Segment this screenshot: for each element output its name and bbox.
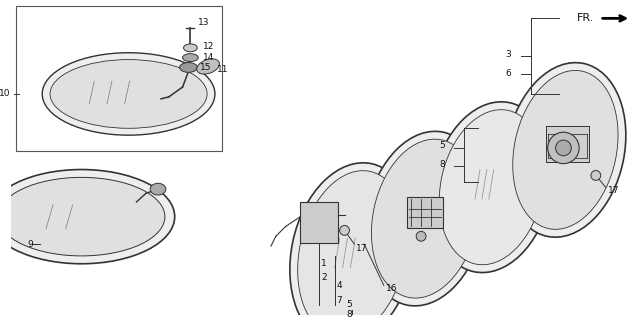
Text: 11: 11 [217, 65, 228, 74]
Ellipse shape [297, 171, 407, 320]
Bar [408, 197, 443, 228]
Text: 1: 1 [321, 259, 327, 268]
Bar [546, 126, 589, 162]
Ellipse shape [50, 60, 207, 128]
Text: 15: 15 [200, 63, 212, 72]
Text: 9: 9 [27, 240, 33, 249]
Ellipse shape [591, 171, 601, 180]
Ellipse shape [365, 131, 486, 306]
Ellipse shape [290, 163, 415, 320]
Ellipse shape [179, 62, 197, 72]
Ellipse shape [0, 177, 165, 256]
Bar [301, 202, 338, 243]
Ellipse shape [431, 102, 552, 273]
Text: 12: 12 [203, 42, 214, 51]
Text: 5: 5 [439, 141, 444, 150]
Ellipse shape [372, 139, 479, 298]
Text: 8: 8 [439, 160, 444, 169]
Text: 13: 13 [198, 18, 210, 27]
Text: 2: 2 [321, 273, 327, 282]
Ellipse shape [183, 54, 198, 61]
Ellipse shape [184, 44, 197, 52]
Text: 17: 17 [356, 244, 368, 252]
Ellipse shape [42, 53, 215, 135]
Text: 4: 4 [337, 281, 342, 290]
Ellipse shape [340, 226, 349, 235]
Text: 14: 14 [203, 53, 214, 62]
Ellipse shape [0, 170, 175, 264]
Ellipse shape [548, 132, 579, 164]
Text: 17: 17 [607, 186, 619, 195]
Ellipse shape [505, 63, 626, 237]
Ellipse shape [197, 59, 219, 74]
Text: FR.: FR. [576, 13, 594, 23]
Text: 16: 16 [385, 284, 398, 293]
Text: 6: 6 [506, 69, 512, 78]
Ellipse shape [150, 183, 166, 195]
Text: 8: 8 [347, 310, 353, 319]
Ellipse shape [513, 70, 618, 229]
Text: 5: 5 [347, 300, 353, 309]
Bar [16, 6, 222, 151]
Ellipse shape [439, 110, 545, 265]
Ellipse shape [416, 231, 426, 241]
Text: 10: 10 [0, 90, 11, 99]
Ellipse shape [555, 140, 571, 156]
Text: 7: 7 [337, 296, 342, 305]
Text: 3: 3 [506, 50, 512, 59]
